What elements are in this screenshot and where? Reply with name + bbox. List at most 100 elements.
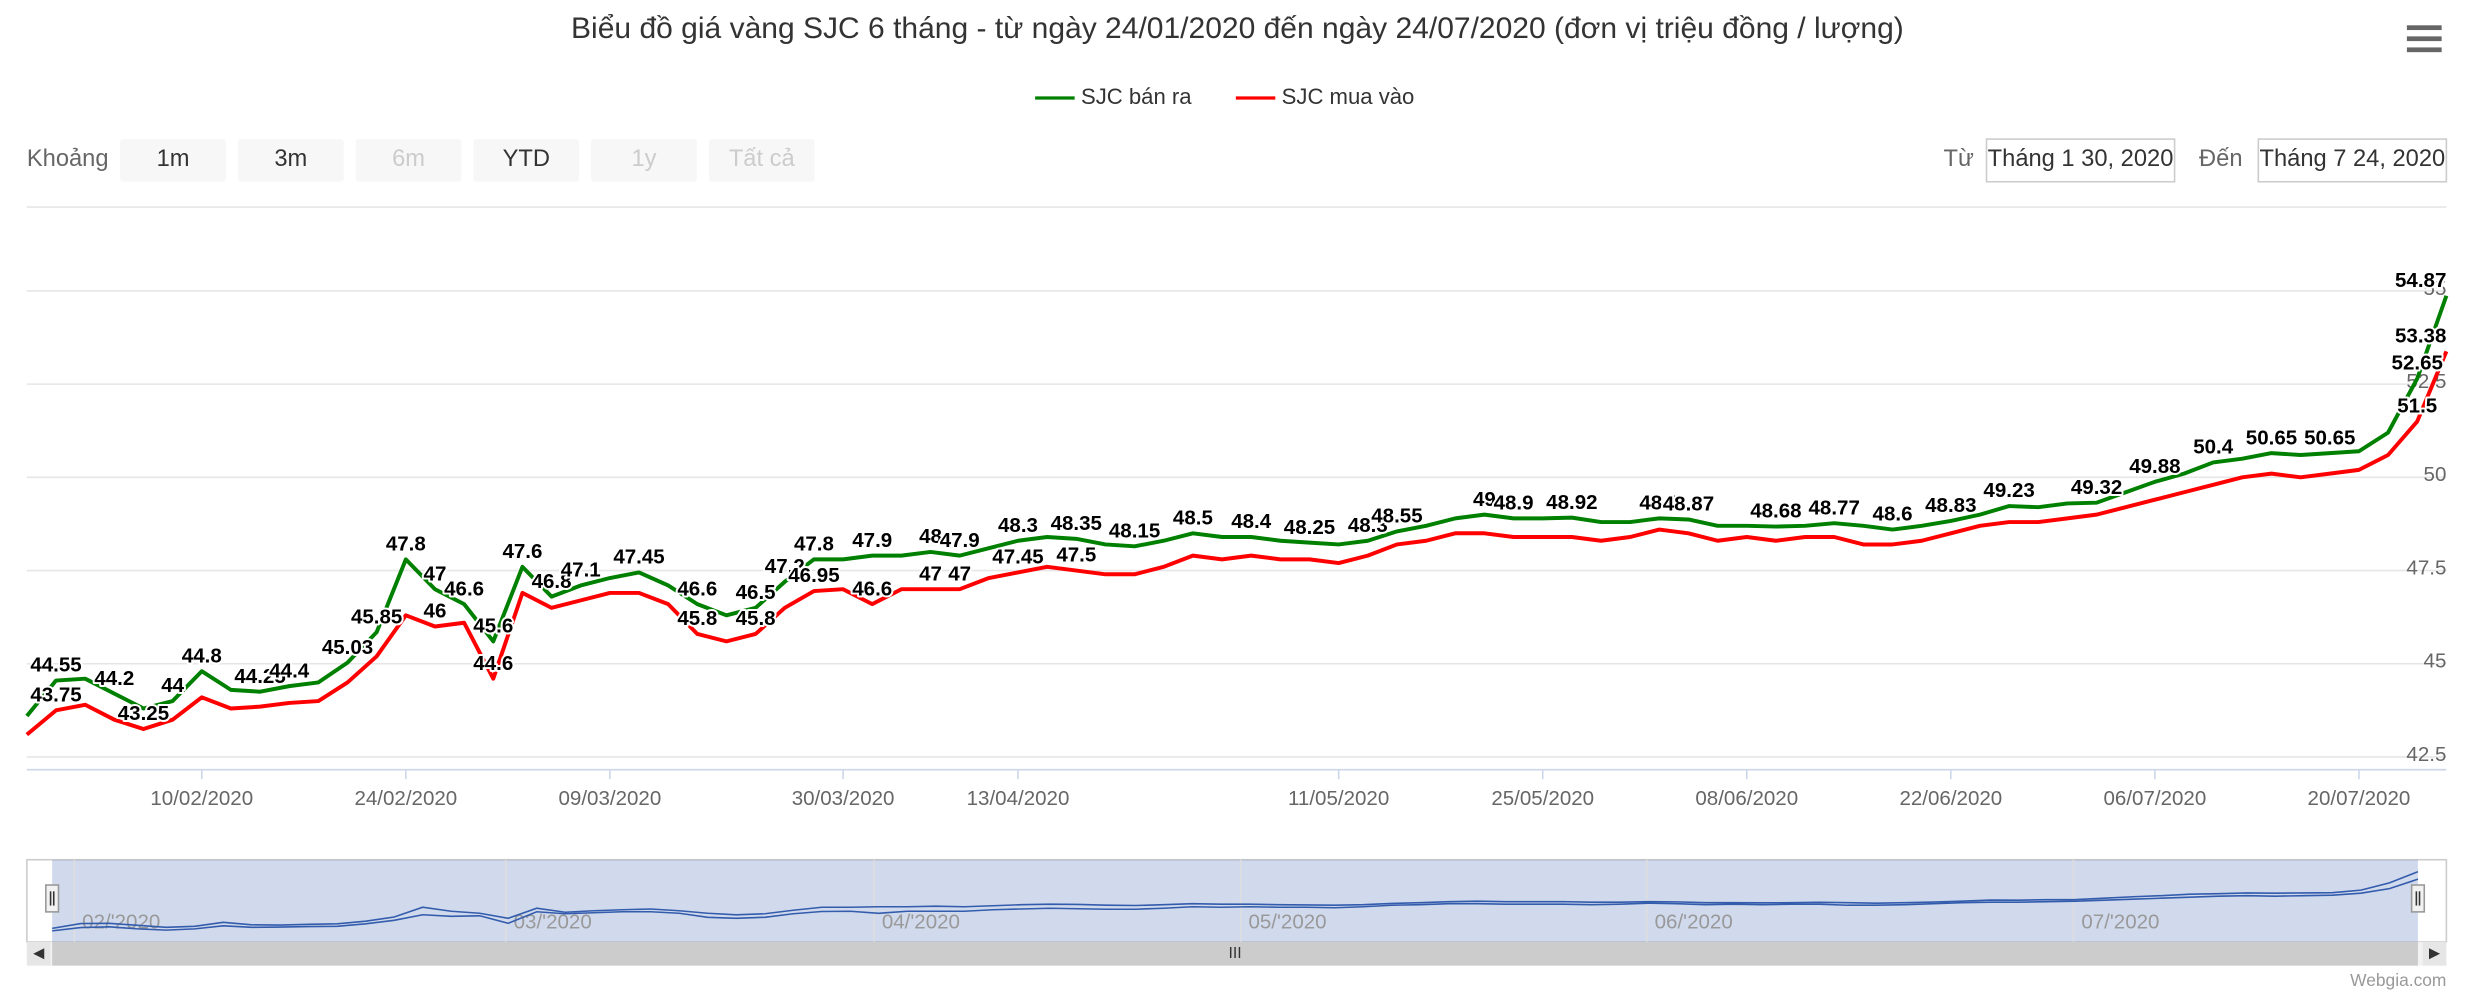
data-label: 46.6 [444, 577, 484, 600]
data-label: 47.6 [502, 540, 542, 563]
navigator-label: 03/'2020 [514, 910, 592, 933]
to-label: Đến [2199, 146, 2242, 172]
navigator-label: 05/'2020 [1248, 910, 1326, 933]
series-line [25, 350, 2449, 737]
from-value[interactable]: Tháng 1 30, 2020 [1988, 146, 2174, 172]
x-tick-label: 22/06/2020 [1899, 787, 2002, 810]
data-label: 47.9 [852, 529, 892, 552]
data-label: 43.75 [30, 684, 81, 707]
navigator-background [26, 858, 2448, 943]
chart-title: Biểu đồ giá vàng SJC 6 tháng - từ ngày 2… [571, 12, 1904, 45]
range-button[interactable] [120, 139, 226, 182]
data-label: 48.68 [1750, 500, 1801, 523]
from-label: Từ [1944, 146, 1974, 172]
data-label: 46 [424, 600, 447, 623]
range-button [708, 139, 815, 182]
data-label: 48.77 [1809, 496, 1860, 519]
navigator-handle[interactable] [45, 884, 60, 913]
range-button-label[interactable]: 1m [157, 146, 190, 172]
data-label: 46.95 [788, 564, 839, 587]
data-label: 48 [919, 525, 942, 548]
data-label: 44.4 [269, 659, 310, 682]
data-label: 49.88 [2129, 455, 2180, 478]
to-value[interactable]: Tháng 7 24, 2020 [2260, 146, 2446, 172]
legend-label[interactable]: SJC mua vào [1282, 84, 1415, 109]
to-input[interactable] [2257, 138, 2448, 183]
data-label: 45.03 [322, 636, 373, 659]
data-label: 44.25 [234, 665, 285, 688]
navigator-label: 07/'2020 [2081, 910, 2159, 933]
data-label: 48.4 [1231, 510, 1272, 533]
legend-label[interactable]: SJC bán ra [1081, 84, 1192, 109]
data-label: 48.6 [1873, 503, 1913, 526]
x-tick-label: 13/04/2020 [967, 787, 1070, 810]
from-input[interactable] [1985, 138, 2176, 183]
credits[interactable]: Webgia.com [2350, 970, 2446, 990]
data-label: 47 [948, 562, 971, 585]
scrollbar-arrow [2429, 948, 2441, 960]
y-tick-label: 45 [2424, 650, 2447, 673]
x-tick-label: 30/03/2020 [792, 787, 895, 810]
y-tick-label: 50 [2424, 463, 2447, 486]
data-label: 47.8 [794, 533, 834, 556]
x-tick-label: 11/05/2020 [1288, 787, 1389, 810]
data-label: 53.38 [2395, 325, 2446, 348]
data-label: 48.35 [1051, 512, 1102, 535]
data-label: 48.15 [1109, 520, 1160, 543]
menu-bar[interactable] [2406, 25, 2442, 31]
x-tick-label: 06/07/2020 [2104, 787, 2207, 810]
data-label: 49 [1473, 488, 1496, 511]
x-tick-label: 08/06/2020 [1695, 787, 1798, 810]
data-label: 48.25 [1284, 516, 1335, 539]
data-label: 44.2 [94, 667, 134, 690]
navigator-handle[interactable] [2410, 884, 2426, 913]
x-tick-label: 09/03/2020 [559, 787, 662, 810]
data-label: 44 [161, 674, 184, 697]
data-label: 50.65 [2246, 426, 2297, 449]
data-label: 44.8 [182, 644, 222, 667]
data-label: 47 [919, 562, 942, 585]
data-label: 47 [424, 562, 447, 585]
data-label: 46.6 [852, 577, 892, 600]
range-button[interactable] [473, 139, 580, 182]
data-label: 51.5 [2397, 395, 2437, 418]
data-label: 48.87 [1663, 493, 1714, 516]
data-label: 46.8 [532, 570, 572, 593]
y-tick-label: 55 [2424, 277, 2447, 300]
scrollbar-arrow [33, 948, 45, 960]
data-label: 46.6 [677, 577, 717, 600]
range-button-label: 6m [392, 146, 425, 172]
x-tick-label: 25/05/2020 [1491, 787, 1594, 810]
range-button [355, 139, 462, 182]
menu-bar[interactable] [2406, 36, 2442, 42]
data-label: 45.85 [351, 605, 402, 628]
range-button-label[interactable]: YTD [503, 146, 550, 172]
data-label: 50.4 [2193, 436, 2234, 459]
data-label: 44.6 [473, 652, 513, 675]
range-button[interactable] [237, 139, 344, 182]
data-label: 54.87 [2395, 269, 2446, 292]
range-button-label: Tất cả [729, 146, 796, 172]
menu-bar[interactable] [2406, 47, 2442, 53]
data-label: 48.55 [1371, 505, 1422, 528]
data-label: 46.5 [736, 581, 776, 604]
data-label: 47.2 [765, 555, 805, 578]
data-label: 45.8 [736, 607, 776, 630]
data-label: 52.65 [2392, 352, 2443, 375]
range-button-label[interactable]: 3m [274, 146, 307, 172]
scrollbar-grip: III [1228, 945, 1241, 962]
scrollbar-thumb[interactable] [52, 941, 2418, 966]
data-label: 49.32 [2071, 476, 2122, 499]
data-label: 48.5 [1173, 506, 1213, 529]
data-label: 47.1 [561, 559, 601, 582]
y-tick-label: 42.5 [2406, 743, 2446, 766]
data-label: 43.25 [118, 702, 169, 725]
data-label: 48.9 [1494, 492, 1534, 515]
data-label: 48.3 [1348, 514, 1388, 537]
navigator-line [52, 878, 2419, 932]
data-label: 49.23 [1983, 479, 2034, 502]
x-tick-label: 20/07/2020 [2308, 787, 2411, 810]
menu-button[interactable] [2406, 25, 2442, 53]
